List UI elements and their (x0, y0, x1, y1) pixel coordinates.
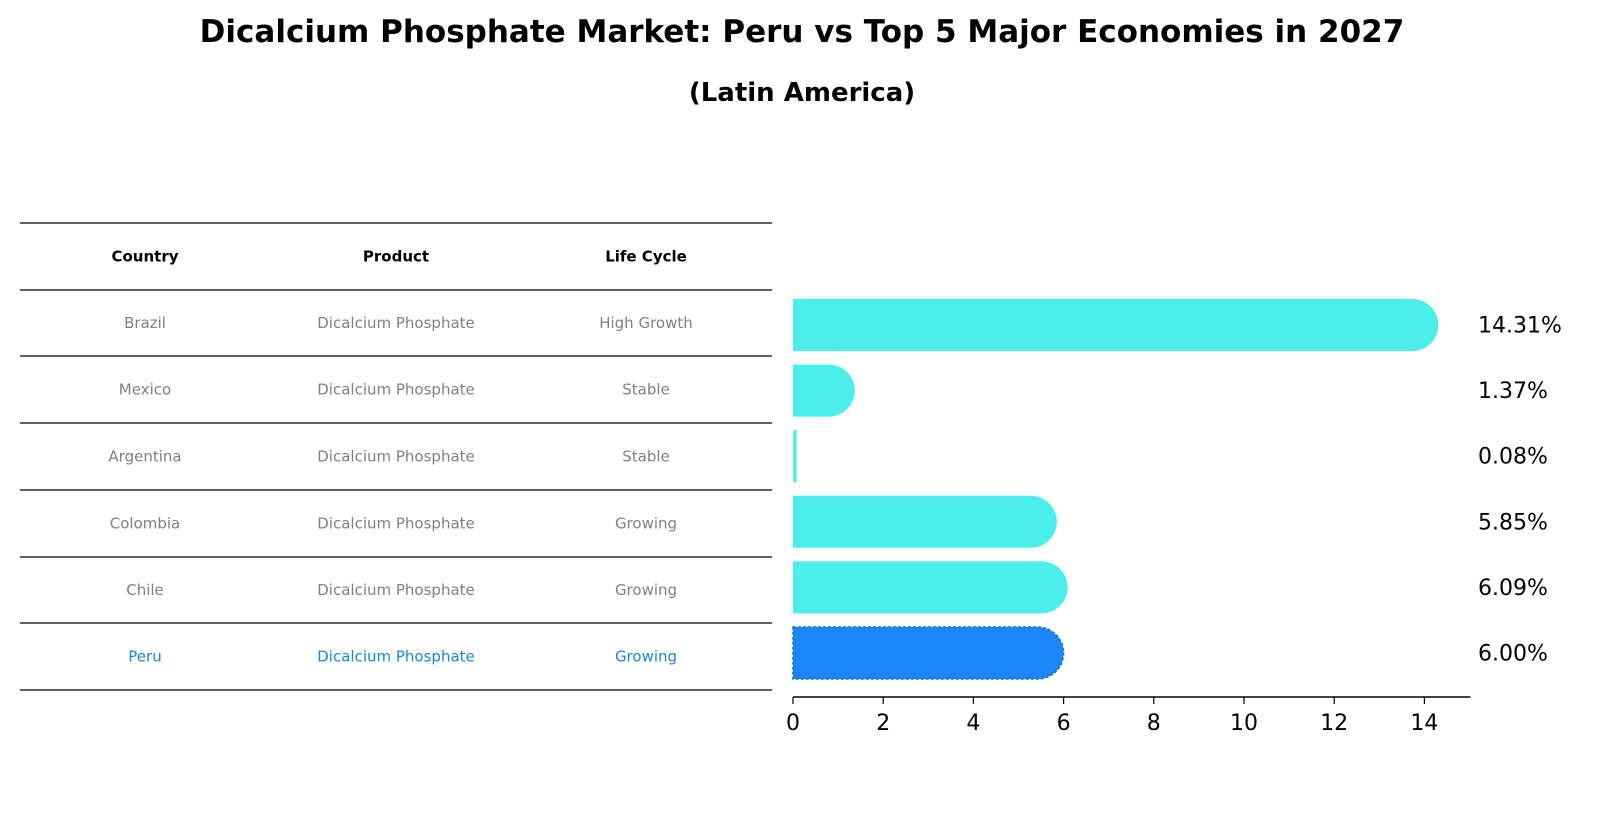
chart-title: Dicalcium Phosphate Market: Peru vs Top … (199, 14, 1405, 50)
x-tick-label: 2 (876, 711, 890, 736)
table-header-life-cycle: Life Cycle (605, 248, 687, 266)
table-cell-product: Dicalcium Phosphate (317, 515, 475, 533)
table-cell-product: Dicalcium Phosphate (317, 581, 475, 599)
x-tick-label: 8 (1147, 711, 1161, 736)
value-label-argentina: 0.08% (1478, 445, 1548, 470)
table-header-product: Product (363, 248, 429, 266)
value-label-mexico: 1.37% (1478, 379, 1548, 404)
bar-mexico (793, 364, 855, 417)
value-label-chile: 6.09% (1478, 576, 1548, 601)
table-cell-life-cycle: High Growth (599, 314, 693, 332)
chart-subtitle: (Latin America) (688, 78, 916, 108)
table-cell-life-cycle: Stable (622, 448, 670, 466)
table-cell-country: Argentina (108, 448, 181, 466)
bar-peru (792, 626, 1065, 680)
bar-brazil (793, 299, 1439, 351)
x-tick-label: 10 (1230, 711, 1258, 736)
value-label-peru: 6.00% (1478, 642, 1548, 667)
table-cell-product: Dicalcium Phosphate (317, 448, 475, 466)
table-cell-country: Colombia (110, 515, 181, 533)
table-header-country: Country (111, 248, 178, 266)
bar-colombia (792, 495, 1057, 548)
x-tick-label: 12 (1320, 711, 1348, 736)
x-tick-label: 0 (786, 711, 800, 736)
x-tick-label: 4 (966, 711, 980, 736)
table-cell-life-cycle: Growing (615, 581, 677, 599)
value-label-colombia: 5.85% (1478, 510, 1548, 535)
x-tick-label: 6 (1057, 711, 1071, 736)
table-cell-country: Peru (128, 648, 161, 666)
bar-chile (792, 561, 1068, 614)
table-cell-life-cycle: Growing (615, 515, 677, 533)
table-cell-life-cycle: Growing (615, 648, 677, 666)
value-label-brazil: 14.31% (1478, 314, 1562, 339)
table-cell-product: Dicalcium Phosphate (317, 314, 475, 332)
table-cell-country: Brazil (124, 314, 166, 332)
x-tick-label: 14 (1410, 711, 1438, 736)
table-cell-product: Dicalcium Phosphate (317, 648, 475, 666)
table-cell-product: Dicalcium Phosphate (317, 381, 475, 399)
bar-argentina (793, 430, 797, 483)
table-cell-life-cycle: Stable (622, 381, 670, 399)
table-cell-country: Chile (126, 581, 164, 599)
table-cell-country: Mexico (119, 381, 171, 399)
